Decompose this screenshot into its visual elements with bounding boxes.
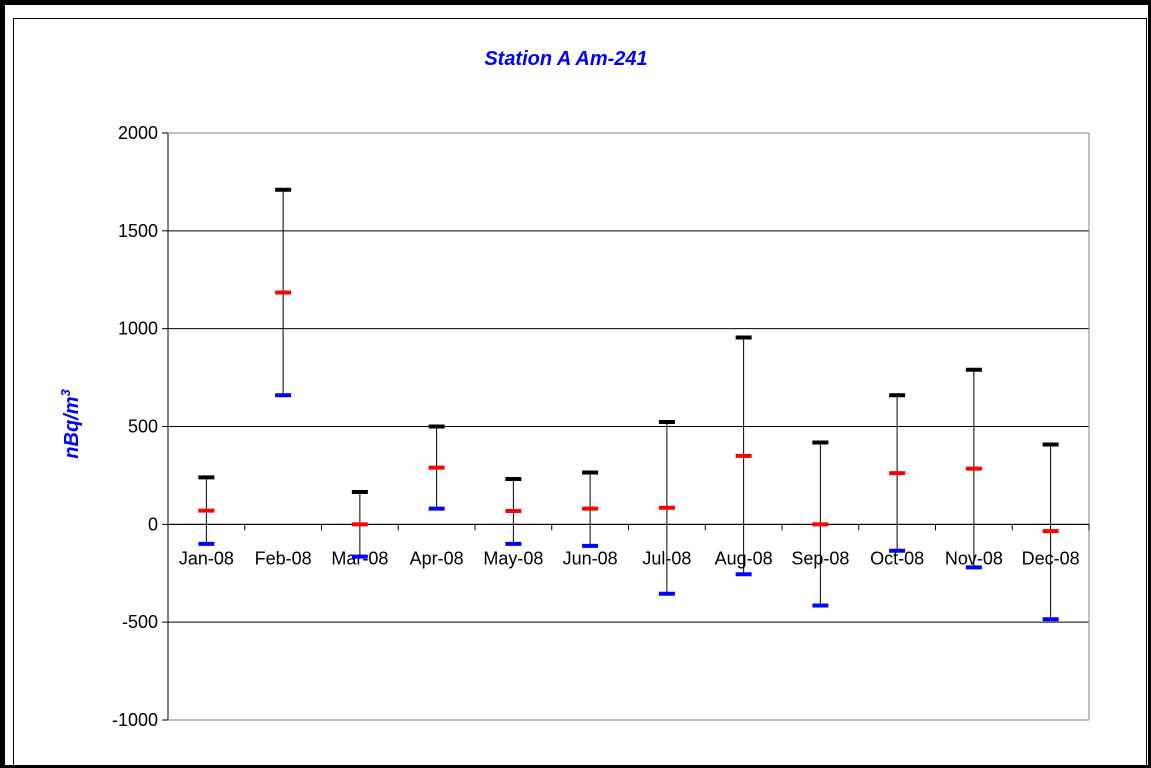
y-tick-label-2: 0 (148, 514, 158, 534)
x-tick-label-May-08: May-08 (483, 548, 543, 568)
x-tick-label-Sep-08: Sep-08 (791, 548, 849, 568)
svg-text:nBq/m3: nBq/m3 (58, 389, 83, 459)
x-tick-label-Jan-08: Jan-08 (179, 548, 234, 568)
y-axis-label-superscript: 3 (58, 389, 73, 397)
y-tick-label-1: -500 (122, 612, 158, 632)
chart-area (13, 18, 1147, 767)
x-tick-label-Aug-08: Aug-08 (715, 548, 773, 568)
chart-title: Station A Am-241 (484, 48, 647, 70)
y-tick-label-3: 500 (128, 417, 158, 437)
x-tick-label-Jul-08: Jul-08 (642, 548, 691, 568)
x-tick-label-Nov-08: Nov-08 (945, 548, 1003, 568)
plot-area: -1000-5000500100015002000Jan-08Feb-08Mar… (112, 123, 1090, 730)
y-tick-label-0: -1000 (112, 710, 158, 730)
x-tick-label-Dec-08: Dec-08 (1022, 548, 1080, 568)
x-tick-label-Apr-08: Apr-08 (410, 548, 464, 568)
y-axis-label: nBq/m3 (58, 389, 83, 459)
x-tick-label-Oct-08: Oct-08 (870, 548, 924, 568)
y-tick-label-4: 1000 (118, 319, 158, 339)
x-tick-label-Feb-08: Feb-08 (255, 548, 312, 568)
y-tick-label-6: 2000 (118, 123, 158, 143)
x-tick-label-Jun-08: Jun-08 (563, 548, 618, 568)
y-tick-label-5: 1500 (118, 221, 158, 241)
y-axis-label-text: nBq/m (61, 397, 83, 459)
